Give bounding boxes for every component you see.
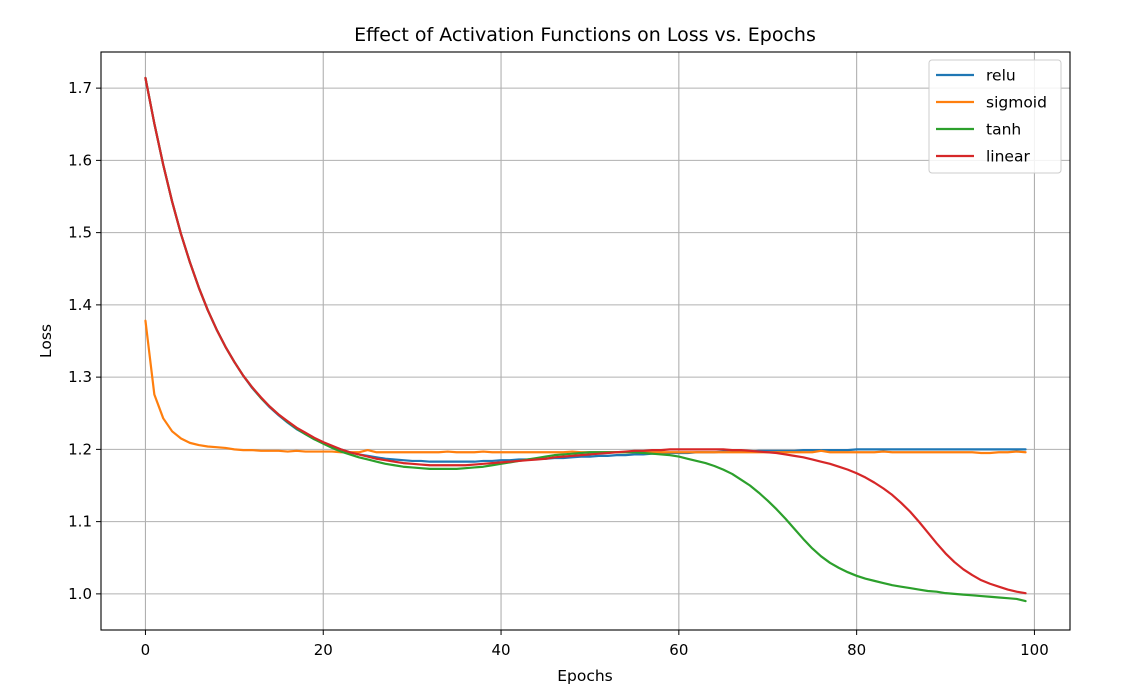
x-tick-label: 100	[1020, 641, 1049, 659]
series-line-relu	[144, 76, 1027, 463]
series-line-sigmoid	[144, 319, 1027, 455]
y-tick-label: 1.3	[68, 368, 92, 386]
y-tick-label: 1.5	[68, 224, 92, 242]
x-tick-label: 60	[669, 641, 688, 659]
series-line-linear	[144, 76, 1027, 595]
y-axis-ticks: 1.0 1.1 1.2 1.3 1.4 1.5 1.6 1.7	[68, 79, 101, 603]
x-axis-ticks: 0 20 40 60 80 100	[141, 630, 1049, 659]
y-tick-label: 1.7	[68, 79, 92, 97]
y-tick-label: 1.0	[68, 585, 92, 603]
x-tick-label: 80	[847, 641, 866, 659]
legend-label-linear: linear	[986, 148, 1030, 166]
legend: relu sigmoid tanh linear	[928, 59, 1062, 174]
y-tick-label: 1.6	[68, 151, 92, 169]
gridlines	[101, 52, 1070, 630]
series-line-tanh	[144, 76, 1027, 603]
y-axis-label: Loss	[37, 324, 55, 358]
legend-box	[928, 59, 1062, 174]
x-axis-label: Epochs	[557, 667, 613, 685]
y-tick-label: 1.4	[68, 296, 92, 314]
plot-frame	[100, 51, 1071, 631]
series-lines	[144, 76, 1027, 603]
legend-label-sigmoid: sigmoid	[986, 94, 1047, 112]
x-tick-label: 20	[314, 641, 333, 659]
legend-label-tanh: tanh	[986, 121, 1021, 139]
x-tick-label: 40	[491, 641, 510, 659]
legend-label-relu: relu	[986, 67, 1016, 85]
x-tick-label: 0	[141, 641, 151, 659]
y-tick-label: 1.1	[68, 513, 92, 531]
chart-title: Effect of Activation Functions on Loss v…	[354, 24, 816, 46]
y-tick-label: 1.2	[68, 440, 92, 458]
